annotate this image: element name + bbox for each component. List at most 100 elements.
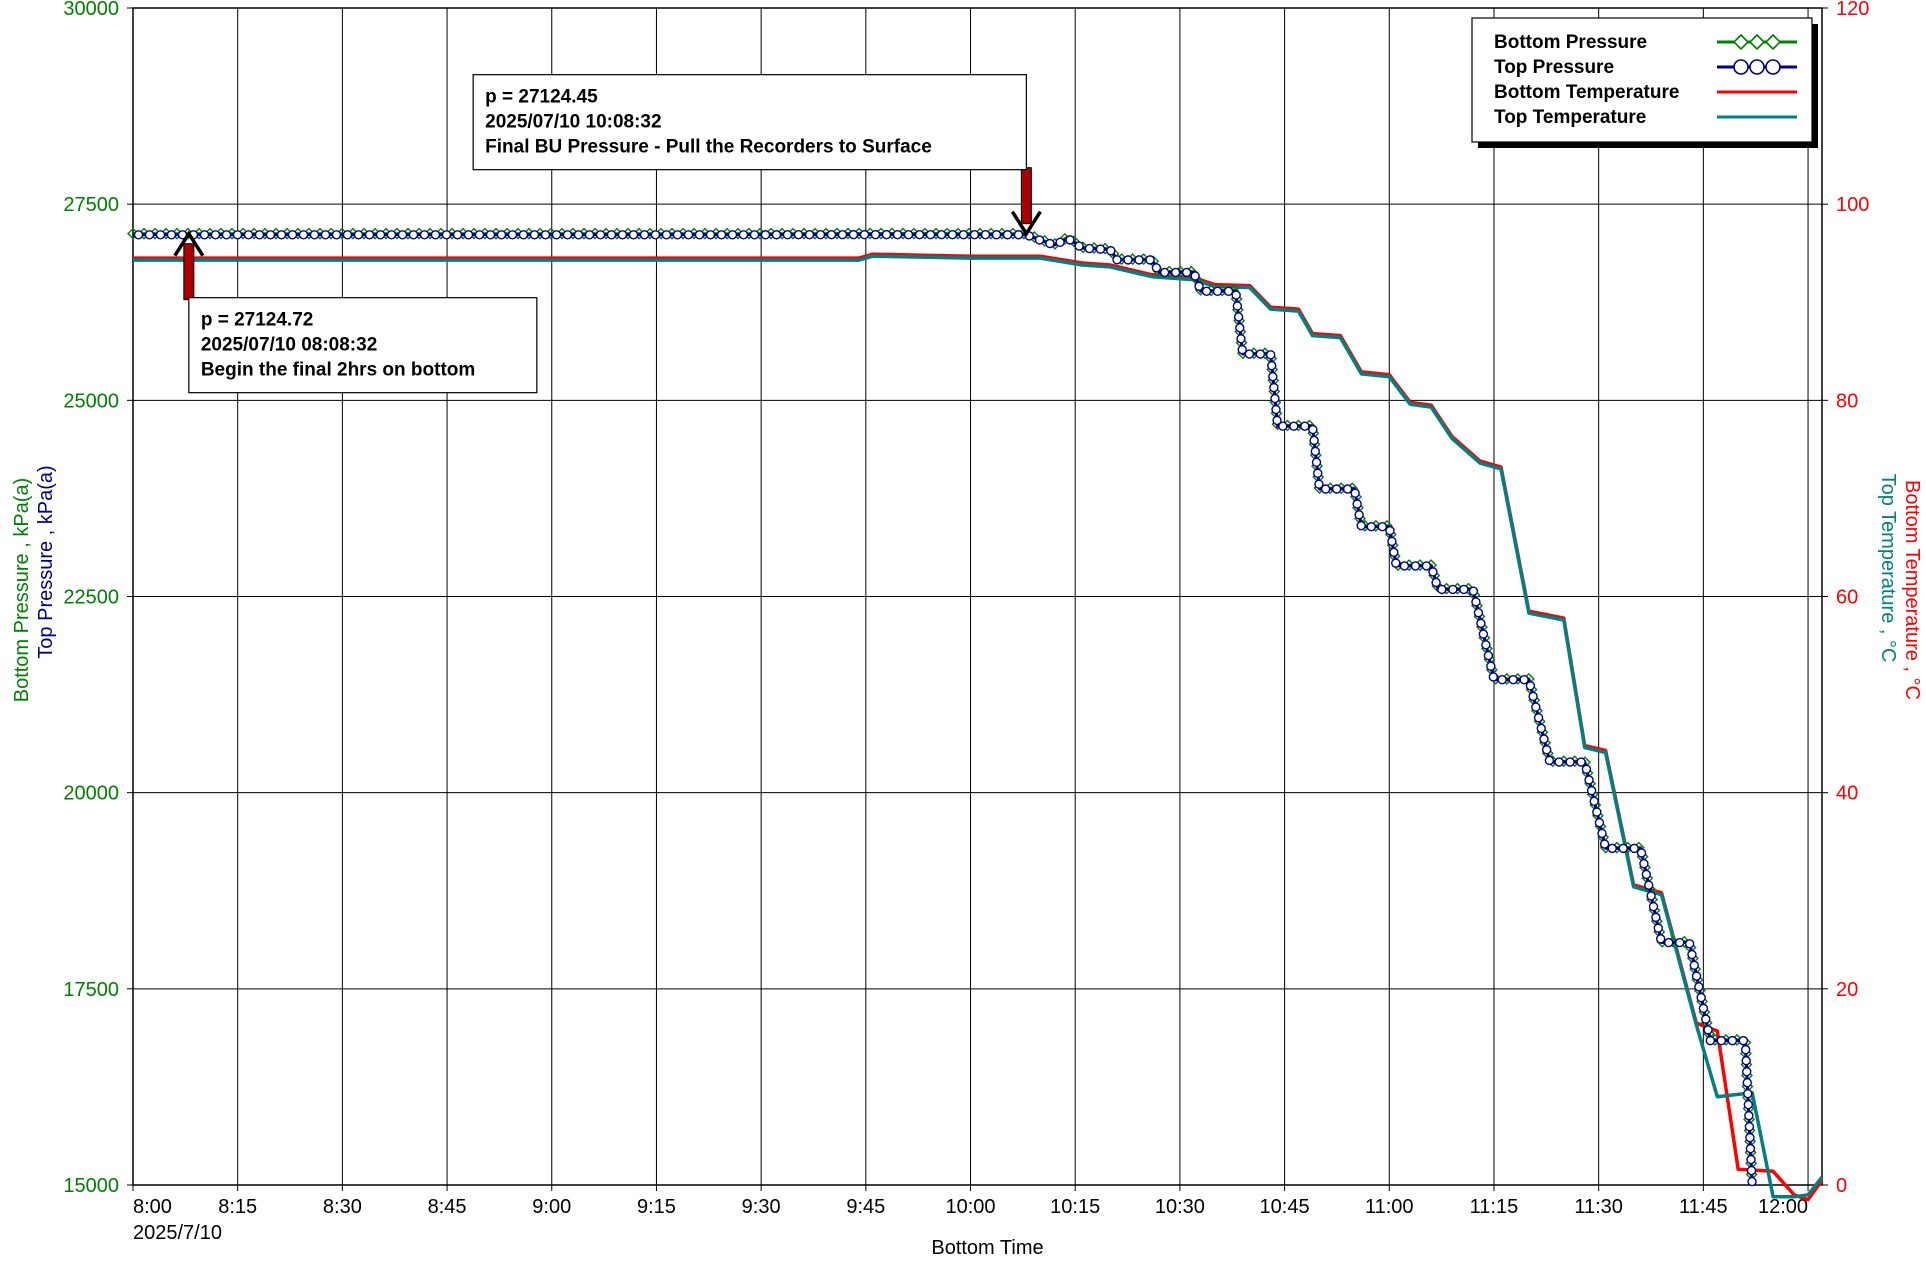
circle-marker: [1641, 869, 1652, 880]
circle-marker: [1399, 561, 1410, 571]
circle-marker: [1701, 1014, 1711, 1024]
right-tick-label: 100: [1836, 194, 1869, 216]
circle-marker: [1159, 267, 1170, 278]
circle-marker: [1271, 404, 1281, 415]
legend-diamond-icon: [1748, 33, 1766, 51]
circle-marker: [584, 230, 595, 240]
circle-marker: [1639, 858, 1649, 869]
circle-marker: [1584, 775, 1594, 785]
arrow-shaft: [183, 243, 195, 301]
circle-marker: [1539, 734, 1549, 744]
right-tick-label: 20: [1836, 979, 1858, 1001]
circle-marker: [848, 229, 859, 240]
circle-marker: [683, 230, 694, 240]
circle-marker: [1377, 521, 1388, 532]
circle-marker: [1644, 880, 1654, 890]
circle-marker: [1687, 949, 1697, 960]
circle-marker: [1746, 1154, 1756, 1165]
circle-marker: [1356, 520, 1366, 531]
circle-marker: [837, 229, 848, 240]
legend-item-bottom-temperature: Bottom Temperature: [1494, 82, 1797, 103]
circle-marker: [1084, 243, 1095, 254]
circle-marker: [1410, 561, 1421, 571]
circle-marker: [628, 230, 639, 240]
circle-marker: [1350, 488, 1360, 498]
circle-marker: [1428, 567, 1438, 577]
legend-circle-icon: [1765, 59, 1781, 75]
circle-marker: [947, 229, 958, 240]
circle-marker: [1267, 361, 1277, 371]
circle-marker: [1194, 281, 1204, 292]
x-tick-label: 9:00: [532, 1196, 571, 1218]
right-tick-label: 120: [1836, 0, 1869, 20]
circle-marker: [309, 230, 320, 240]
left-tick-label: 15000: [63, 1175, 119, 1197]
legend: Bottom Pressure Top Pressure Bottom Temper…: [1471, 17, 1818, 148]
circle-marker: [969, 230, 980, 240]
circle-marker: [903, 229, 914, 240]
left-tick-label: 30000: [63, 0, 119, 20]
circle-marker: [1696, 992, 1706, 1003]
circle-marker: [1743, 1088, 1753, 1099]
arrow-head: [1010, 210, 1042, 237]
circle-marker: [1112, 255, 1122, 265]
circle-marker: [672, 230, 683, 240]
circle-marker: [606, 230, 617, 240]
circle-marker: [1181, 267, 1192, 278]
x-tick-label: 11:00: [1365, 1196, 1414, 1218]
arrow-head: [173, 230, 205, 257]
circle-marker: [1235, 323, 1245, 333]
circle-marker: [661, 230, 672, 240]
circle-marker: [694, 230, 705, 240]
circle-marker: [573, 230, 584, 240]
circle-marker: [804, 229, 815, 240]
legend-label: Bottom Temperature: [1494, 82, 1679, 103]
circle-marker: [1554, 757, 1564, 767]
circle-marker: [1597, 828, 1607, 839]
circle-marker: [1740, 1045, 1751, 1055]
circle-marker: [1508, 674, 1518, 685]
annotation-line: p = 27124.45: [485, 87, 598, 108]
circle-marker: [133, 230, 144, 240]
circle-marker: [540, 230, 551, 240]
circle-marker: [1594, 818, 1605, 828]
circle-marker: [1244, 349, 1255, 359]
circle-marker: [1519, 674, 1529, 685]
circle-marker: [782, 230, 793, 240]
circle-marker: [760, 230, 771, 240]
circle-marker: [1476, 618, 1486, 629]
legend-diamond-icon: [1764, 33, 1782, 51]
circle-marker: [232, 230, 243, 240]
circle-marker: [1201, 286, 1212, 296]
circle-marker: [1607, 843, 1617, 854]
annotation-line: p = 27124.72: [201, 310, 314, 331]
x-tick-label: 10:45: [1260, 1196, 1310, 1218]
right-tick-label: 60: [1836, 587, 1858, 609]
circle-marker: [1151, 263, 1162, 273]
circle-marker: [1531, 702, 1541, 712]
right-axis-ticks: 0 20 40 60 80 100 120: [1822, 0, 1869, 1197]
legend-label: Bottom Pressure: [1494, 32, 1647, 53]
circle-marker: [1544, 755, 1555, 766]
x-tick-label: 9:15: [637, 1196, 676, 1218]
circle-marker: [639, 230, 650, 240]
circle-marker: [496, 230, 507, 240]
right-tick-label: 0: [1836, 1175, 1847, 1197]
circle-marker: [1684, 939, 1695, 949]
circle-marker: [342, 230, 353, 240]
circle-marker: [1389, 547, 1399, 557]
left-tick-label: 22500: [63, 587, 119, 609]
circle-marker: [386, 230, 397, 240]
circle-marker: [650, 230, 661, 240]
circle-marker: [1308, 424, 1318, 435]
x-tick-label: 8:15: [218, 1196, 257, 1218]
circle-marker: [1437, 584, 1447, 595]
circle-marker: [397, 230, 408, 240]
circle-marker: [1269, 382, 1279, 393]
circle-marker: [1471, 597, 1481, 607]
circle-marker: [562, 230, 573, 240]
circle-marker: [1744, 1110, 1754, 1121]
circle-marker: [166, 230, 177, 240]
